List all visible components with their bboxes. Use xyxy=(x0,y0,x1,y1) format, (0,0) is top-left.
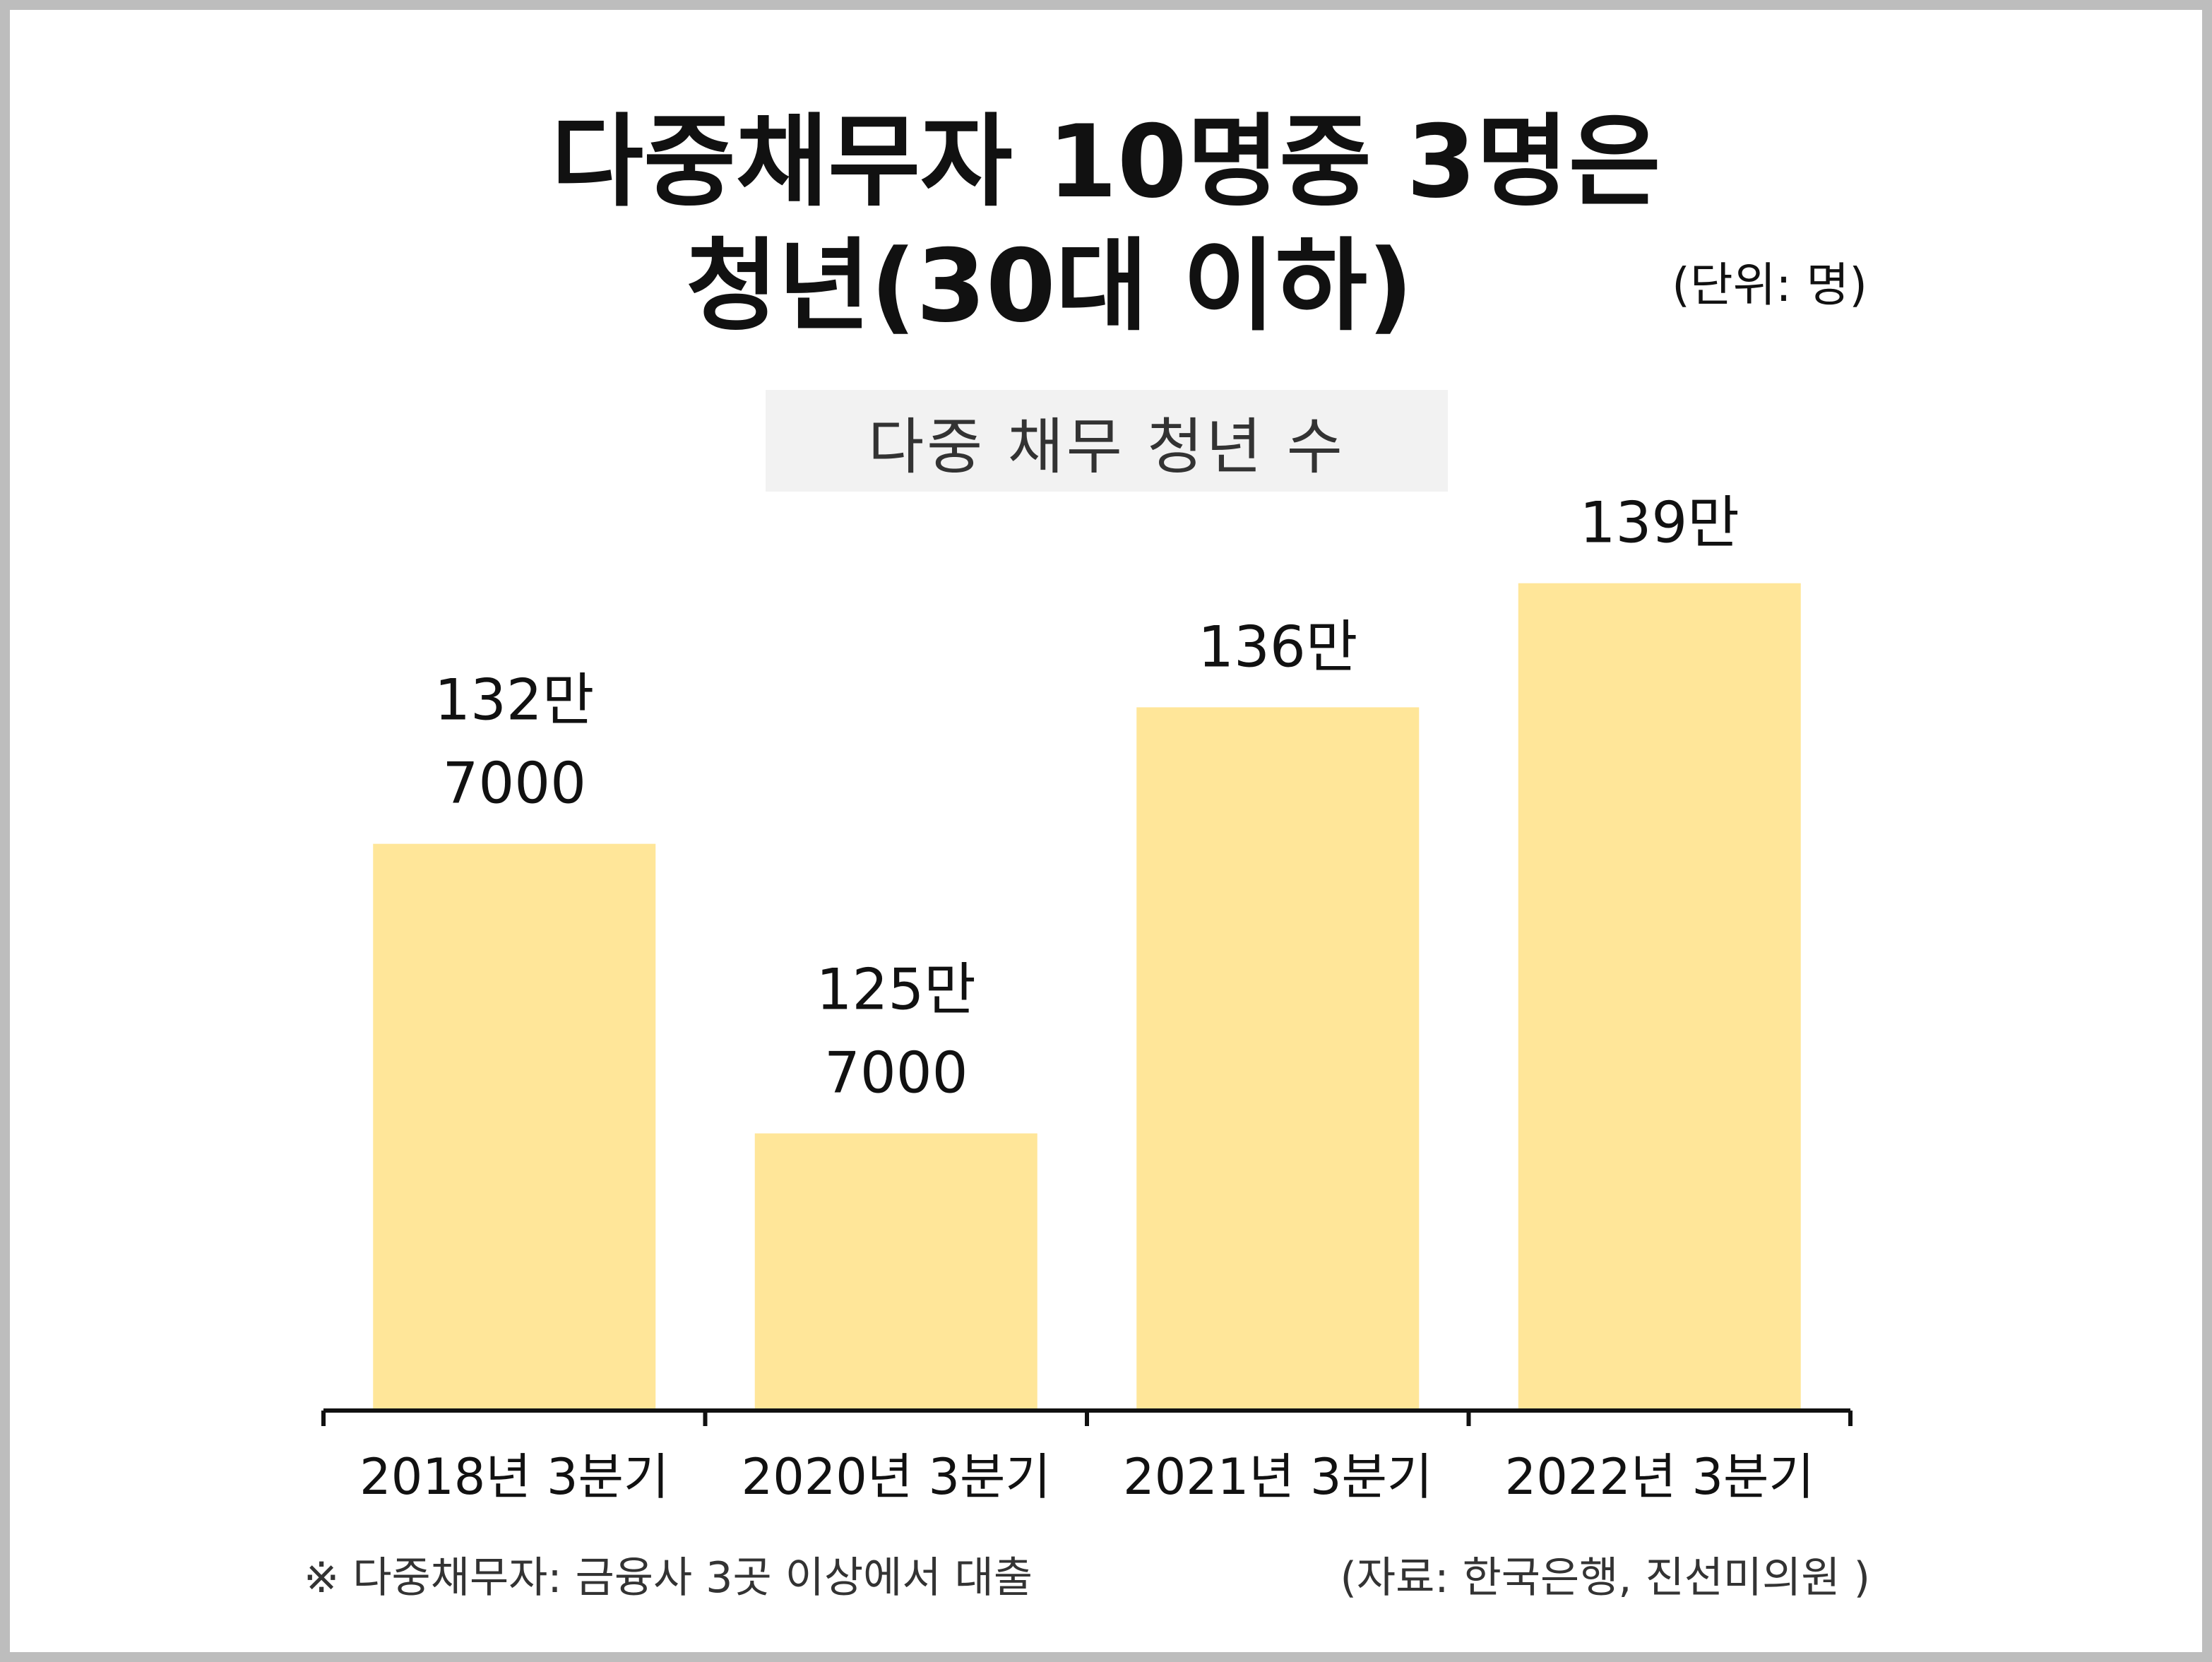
data-label-4-line-1: 139만 xyxy=(1580,490,1740,556)
x-tick-label-3: 2021년 3분기 xyxy=(1123,1448,1432,1506)
x-tick-label-1: 2018년 3분기 xyxy=(359,1448,669,1506)
bar-2 xyxy=(754,1133,1037,1411)
data-label-1-line-2: 7000 xyxy=(442,751,586,817)
data-label-2-line-1: 125만 xyxy=(816,957,976,1023)
x-tick-label-2: 2020년 3분기 xyxy=(742,1448,1051,1506)
data-label-2-line-2: 7000 xyxy=(824,1040,968,1106)
x-tick-label-4: 2022년 3분기 xyxy=(1505,1448,1814,1506)
bar-3 xyxy=(1136,707,1420,1411)
source-note: (자료: 한국은행, 진선미의원 ) xyxy=(1340,1553,1870,1603)
unit-label: (단위: 명) xyxy=(1672,258,1867,312)
bar-1 xyxy=(373,843,656,1411)
bar-4 xyxy=(1518,583,1801,1411)
data-label-1-line-1: 132만 xyxy=(434,667,594,733)
chart-title-line2: 청년(30대 이하) xyxy=(685,228,1414,345)
data-label-3-line-1: 136만 xyxy=(1198,614,1357,679)
chart-subtitle: 다중 채무 청년 수 xyxy=(766,390,1448,492)
footnote: ※ 다중채무자: 금융사 3곳 이상에서 대출 xyxy=(304,1553,1033,1603)
chart-subtitle-text: 다중 채무 청년 수 xyxy=(868,411,1345,482)
chart-title-line1: 다중채무자 10명중 3명은 xyxy=(551,104,1661,220)
